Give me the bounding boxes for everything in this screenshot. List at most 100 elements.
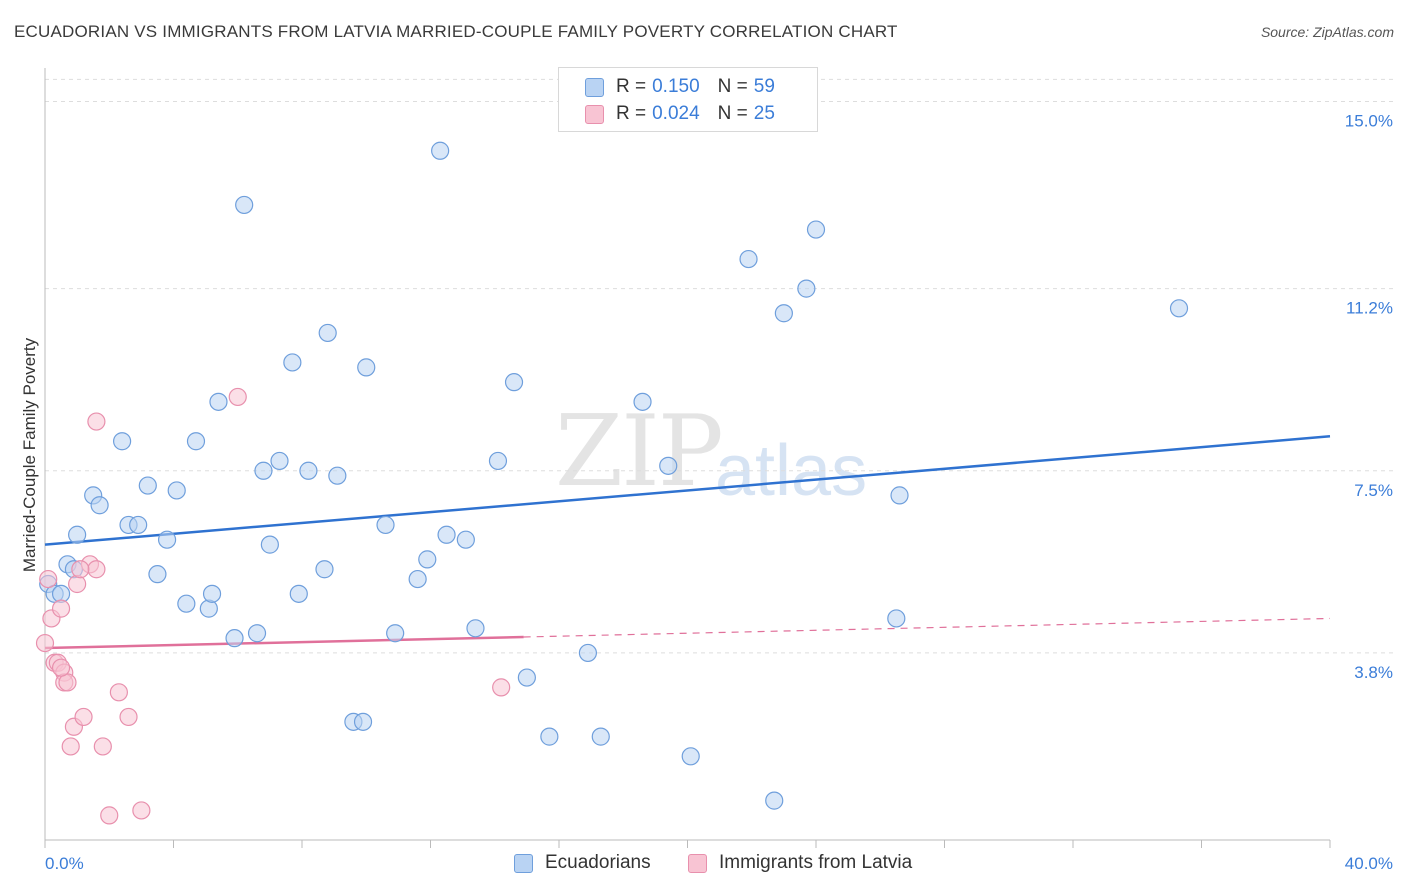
- trend-line-ecuadorians: [44, 435, 1331, 546]
- point-latvia: [51, 599, 71, 618]
- legend-n-value: 25: [753, 103, 775, 124]
- point-ecuadorian: [765, 791, 784, 810]
- y-tick-label: 11.2%: [1346, 299, 1393, 318]
- point-ecuadorian: [148, 565, 167, 584]
- point-latvia: [228, 387, 247, 407]
- point-latvia: [51, 658, 71, 677]
- point-ecuadorian: [68, 525, 87, 544]
- data-points: [35, 141, 1189, 825]
- point-ecuadorian: [887, 609, 906, 628]
- point-latvia: [87, 560, 106, 579]
- point-latvia: [132, 801, 151, 820]
- point-ecuadorian: [517, 668, 536, 687]
- point-ecuadorian: [418, 550, 437, 569]
- bottom-legend-label: Ecuadorians: [545, 852, 651, 873]
- point-ecuadorian: [591, 727, 610, 746]
- axes: [44, 68, 1331, 848]
- y-tick-label: 7.5%: [1354, 481, 1393, 500]
- point-ecuadorian: [633, 392, 652, 411]
- point-ecuadorian: [247, 624, 267, 643]
- legend-r-value: 0.150: [652, 76, 700, 97]
- legend-swatch-pink: [585, 104, 604, 124]
- legend-swatch-blue: [585, 77, 604, 97]
- point-ecuadorian: [225, 629, 244, 648]
- point-ecuadorian: [890, 486, 909, 505]
- x-tick-labels: 0.0% 40.0%: [45, 854, 1393, 873]
- point-ecuadorian: [157, 530, 177, 549]
- y-tick-label: 3.8%: [1354, 663, 1393, 682]
- point-latvia: [61, 737, 80, 756]
- legend-r-value: 0.024: [652, 103, 700, 124]
- point-ecuadorian: [456, 530, 475, 549]
- point-ecuadorian: [90, 496, 109, 515]
- point-ecuadorian: [806, 220, 826, 239]
- point-latvia: [100, 806, 119, 825]
- point-ecuadorian: [357, 358, 376, 377]
- point-ecuadorian: [112, 432, 132, 451]
- x-tick-label: 40.0%: [1345, 854, 1393, 873]
- point-latvia: [492, 678, 511, 697]
- legend-row-latvia: R = 0.024 N = 25: [585, 102, 775, 126]
- point-latvia: [93, 737, 112, 756]
- point-ecuadorian: [260, 535, 279, 554]
- point-ecuadorian: [283, 353, 302, 372]
- point-latvia: [109, 683, 128, 702]
- point-ecuadorian: [177, 594, 196, 613]
- point-ecuadorian: [437, 525, 456, 544]
- point-ecuadorian: [199, 599, 218, 618]
- point-latvia: [87, 412, 106, 431]
- y-tick-label: 15.0%: [1345, 112, 1393, 131]
- point-ecuadorian: [209, 392, 228, 411]
- legend-r-label: R =: [616, 103, 647, 124]
- point-ecuadorian: [408, 569, 427, 589]
- bottom-legend-latvia: Immigrants from Latvia: [688, 852, 912, 874]
- point-latvia: [71, 560, 90, 579]
- point-ecuadorian: [488, 451, 508, 471]
- trend-lines: [44, 435, 1331, 650]
- source-label: Source: ZipAtlas.com: [1260, 24, 1394, 40]
- chart-title: ECUADORIAN VS IMMIGRANTS FROM LATVIA MAR…: [14, 22, 898, 41]
- y-tick-labels: 3.8% 7.5% 11.2% 15.0%: [1345, 112, 1393, 682]
- trend-line-latvia: [44, 635, 524, 650]
- point-ecuadorian: [129, 515, 148, 535]
- point-ecuadorian: [1169, 299, 1189, 318]
- point-ecuadorian: [659, 456, 678, 475]
- legend-n-label: N =: [717, 103, 748, 124]
- point-ecuadorian: [353, 712, 373, 731]
- bottom-legend-ecuadorians: Ecuadorians: [514, 852, 651, 874]
- point-ecuadorian: [270, 451, 289, 471]
- point-ecuadorian: [235, 195, 254, 215]
- bottom-legend-swatch-blue: [514, 853, 533, 873]
- point-ecuadorian: [328, 466, 347, 485]
- point-ecuadorian: [466, 619, 485, 638]
- x-tick-label: 0.0%: [45, 854, 84, 873]
- point-ecuadorian: [797, 279, 816, 298]
- point-ecuadorian: [167, 481, 186, 500]
- bottom-legend-swatch-pink: [688, 853, 707, 873]
- point-ecuadorian: [739, 249, 758, 269]
- point-latvia: [68, 574, 87, 594]
- point-ecuadorian: [254, 461, 273, 480]
- point-latvia: [74, 707, 93, 727]
- stats-legend: R = 0.150 N = 59 R = 0.024 N = 25: [558, 67, 818, 132]
- point-ecuadorian: [431, 141, 450, 160]
- point-ecuadorian: [318, 323, 337, 343]
- point-ecuadorian: [681, 747, 700, 766]
- point-ecuadorian: [386, 624, 405, 643]
- point-ecuadorian: [774, 304, 793, 323]
- y-axis-label: Married-Couple Family Poverty: [20, 337, 39, 572]
- bottom-legend-label: Immigrants from Latvia: [719, 852, 913, 873]
- point-ecuadorian: [289, 584, 308, 603]
- legend-row-ecuadorians: R = 0.150 N = 59: [585, 75, 775, 99]
- point-ecuadorian: [138, 476, 157, 495]
- point-ecuadorian: [186, 432, 206, 451]
- point-ecuadorian: [578, 643, 598, 663]
- point-ecuadorian: [299, 461, 318, 480]
- point-ecuadorian: [504, 373, 524, 392]
- point-latvia: [39, 569, 58, 589]
- point-ecuadorian: [315, 560, 334, 579]
- point-ecuadorian: [202, 584, 222, 603]
- gridlines: [45, 78, 1395, 654]
- point-latvia: [35, 633, 55, 653]
